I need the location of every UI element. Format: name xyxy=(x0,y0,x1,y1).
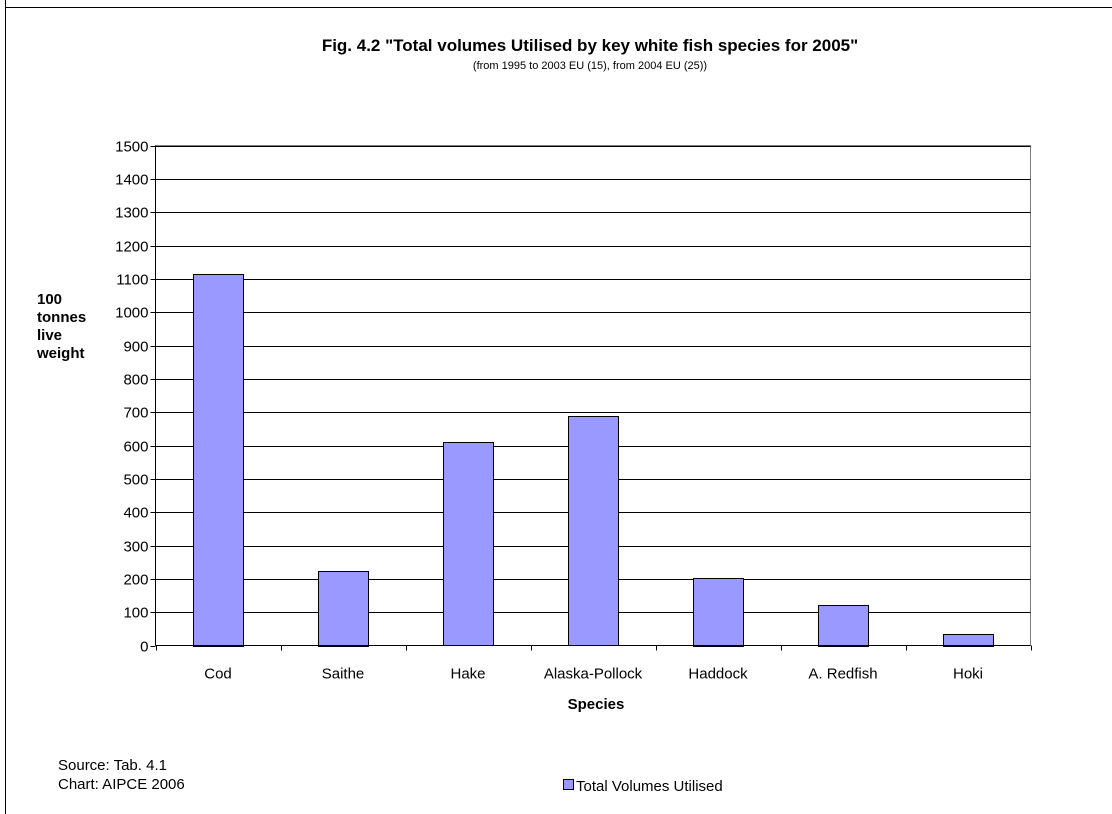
x-tick-label: Hoki xyxy=(953,666,983,683)
y-tick-label: 1000 xyxy=(115,305,148,322)
bar-alaska-pollock xyxy=(568,416,619,646)
y-tick-label: 1400 xyxy=(115,172,148,189)
source-note: Source: Tab. 4.1 xyxy=(58,757,167,774)
axes xyxy=(150,145,1032,651)
y-axis-title: 100 tonnes live weight xyxy=(36,291,90,362)
y-tick-labels: 0 100 200 300 400 500 600 700 800 900 1000 1100 1200… xyxy=(115,139,148,656)
y-tick-label: 200 xyxy=(123,572,148,589)
y-tick-label: 500 xyxy=(123,472,148,489)
legend-label: Total Volumes Utilised xyxy=(576,778,723,795)
y-tick-label: 400 xyxy=(123,505,148,522)
y-tick-label: 600 xyxy=(123,439,148,456)
bars xyxy=(193,274,994,647)
y-tick-label: 300 xyxy=(123,539,148,556)
chart-title: Fig. 4.2 "Total volumes Utilised by key … xyxy=(322,36,858,55)
bar-haddock xyxy=(693,578,744,647)
chart-subtitle: (from 1995 to 2003 EU (15), from 2004 EU… xyxy=(473,60,707,72)
y-tick-label: 1300 xyxy=(115,205,148,222)
y-axis-title-line-3: live xyxy=(37,327,62,344)
bar-hake xyxy=(443,442,494,646)
y-tick-label: 800 xyxy=(123,372,148,389)
bar-saithe xyxy=(318,571,369,647)
x-axis-title: Species xyxy=(568,696,625,713)
y-axis-title-line-2: tonnes xyxy=(37,309,86,326)
x-tick-label: Hake xyxy=(450,666,485,683)
y-tick-label: 1500 xyxy=(115,139,148,156)
x-tick-label: Alaska-Pollock xyxy=(544,666,643,683)
y-tick-label: 1100 xyxy=(116,272,148,289)
y-tick-label: 0 xyxy=(140,639,148,656)
legend: Total Volumes Utilised xyxy=(563,778,723,795)
x-tick-label: A. Redfish xyxy=(808,666,877,683)
y-axis-title-line-1: 100 xyxy=(37,291,62,308)
chart-credit-note: Chart: AIPCE 2006 xyxy=(58,776,185,793)
x-tick-label: Cod xyxy=(204,666,232,683)
bar-hoki xyxy=(943,634,994,647)
bar-a-redfish xyxy=(818,605,869,647)
y-axis-title-line-4: weight xyxy=(36,345,85,362)
y-tick-label: 100 xyxy=(123,605,148,622)
x-tick-label: Haddock xyxy=(688,666,748,683)
y-tick-label: 700 xyxy=(123,405,148,422)
bar-cod xyxy=(193,274,244,647)
x-tick-label: Saithe xyxy=(322,666,365,683)
legend-swatch xyxy=(563,779,574,790)
y-tick-label: 900 xyxy=(123,339,148,356)
y-tick-label: 1200 xyxy=(115,239,148,256)
gridlines xyxy=(155,146,1031,613)
x-tick-labels: Cod Saithe Hake Alaska-Pollock Haddock A. Red… xyxy=(204,666,983,683)
